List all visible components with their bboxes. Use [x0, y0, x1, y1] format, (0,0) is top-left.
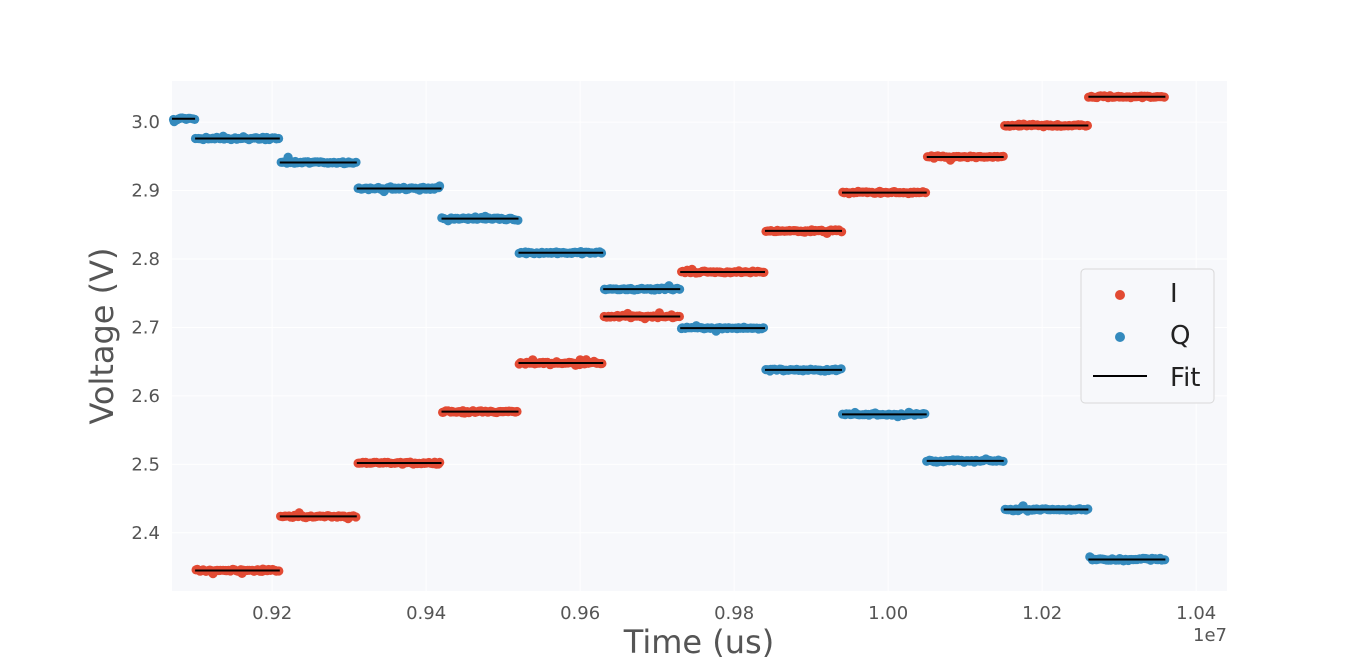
y-axis-ticks: 2.4 2.5 2.6 2.7 2.8 2.9 3.0 [131, 112, 160, 544]
y-tick-label: 2.5 [131, 454, 160, 475]
y-axis-label: Voltage (V) [83, 247, 121, 424]
fit-lines [172, 95, 1166, 572]
x-tick-label: 1.00 [868, 603, 908, 624]
legend-label-q: Q [1170, 321, 1190, 351]
point-q [513, 215, 523, 225]
legend: I Q Fit [1080, 268, 1215, 404]
x-tick-label: 0.92 [252, 603, 292, 624]
legend-marker-i [1115, 290, 1125, 300]
x-tick-label: 0.94 [406, 603, 446, 624]
y-tick-label: 2.7 [131, 317, 160, 338]
x-tick-label: 1.02 [1022, 603, 1062, 624]
legend-marker-q [1115, 332, 1125, 342]
y-tick-label: 2.8 [131, 249, 160, 270]
data-points [168, 91, 1170, 579]
y-tick-label: 2.6 [131, 386, 160, 407]
x-tick-label: 0.98 [714, 603, 754, 624]
x-axis-offset-label: 1e7 [1193, 625, 1227, 646]
x-axis-ticks: 0.92 0.94 0.96 0.98 1.00 1.02 1.04 [252, 603, 1216, 624]
legend-box [1080, 268, 1215, 404]
point-q [836, 364, 846, 374]
legend-label-i: I [1170, 279, 1178, 309]
legend-label-fit: Fit [1170, 363, 1200, 393]
x-axis-label: Time (us) [623, 623, 774, 661]
y-tick-label: 3.0 [131, 112, 160, 133]
x-tick-label: 0.96 [560, 603, 600, 624]
x-tick-label: 1.04 [1176, 603, 1216, 624]
y-tick-label: 2.4 [131, 523, 160, 544]
y-tick-label: 2.9 [131, 181, 160, 202]
